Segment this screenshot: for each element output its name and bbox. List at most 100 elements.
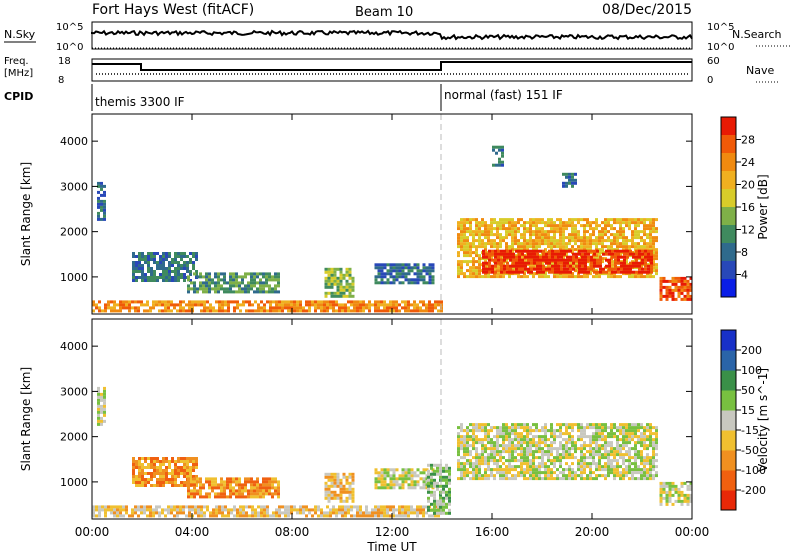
heatmap-cell-velocity (165, 469, 168, 472)
heatmap-cell-velocity (356, 505, 359, 509)
heatmap-cell-power (205, 287, 208, 291)
heatmap-cell-power (655, 263, 658, 267)
heatmap-cell-velocity (274, 480, 277, 484)
heatmap-cell-velocity (571, 462, 574, 466)
heatmap-cell-velocity (445, 463, 448, 467)
heatmap-cell-power (223, 272, 226, 276)
heatmap-cell-velocity (535, 423, 538, 427)
heatmap-cell-velocity (448, 490, 451, 494)
heatmap-cell-power (620, 267, 623, 271)
heatmap-cell-power (132, 267, 135, 270)
nsky-frame (91, 21, 693, 50)
heatmap-cell-power (250, 284, 253, 288)
heatmap-cell-velocity (144, 472, 147, 475)
heatmap-cell-power (674, 297, 678, 301)
heatmap-cell-velocity (344, 514, 347, 518)
heatmap-cell-velocity (156, 478, 159, 481)
heatmap-cell-power (626, 264, 629, 268)
heatmap-cell-power (686, 288, 690, 292)
heatmap-cell-power (293, 306, 296, 310)
heatmap-cell-velocity (649, 471, 652, 475)
colorbar-tick-label: 15 (741, 404, 755, 417)
heatmap-cell-power (568, 239, 571, 243)
heatmap-cell-velocity (457, 435, 460, 439)
heatmap-cell-power (238, 281, 241, 285)
heatmap-cell-power (159, 264, 162, 267)
heatmap-cell-power (131, 306, 134, 310)
heatmap-cell-power (353, 309, 356, 313)
heatmap-cell-power (293, 309, 296, 313)
heatmap-cell-power (565, 172, 568, 176)
heatmap-cell-velocity (463, 468, 466, 472)
heatmap-cell-power (652, 254, 655, 258)
heatmap-cell-power (256, 281, 259, 285)
heatmap-cell-power (339, 267, 343, 271)
heatmap-cell-velocity (253, 486, 256, 490)
heatmap-cell-power (565, 224, 568, 228)
heatmap-cell-velocity (311, 508, 314, 512)
heatmap-cell-velocity (263, 511, 266, 515)
heatmap-cell-velocity (689, 481, 693, 485)
heatmap-cell-power (613, 236, 616, 240)
heatmap-cell-velocity (98, 508, 101, 512)
heatmap-cell-velocity (383, 486, 387, 490)
heatmap-cell-velocity (547, 465, 550, 469)
heatmap-cell-power (227, 309, 230, 313)
heatmap-cell-velocity (256, 480, 259, 484)
heatmap-cell-velocity (625, 465, 628, 469)
heatmap-cell-velocity (95, 508, 98, 512)
heatmap-cell-power (351, 288, 355, 292)
heatmap-cell-power (345, 282, 349, 286)
heatmap-cell-velocity (526, 462, 529, 466)
heatmap-cell-power (514, 239, 517, 243)
heatmap-cell-power (122, 300, 125, 304)
heatmap-cell-velocity (383, 480, 387, 484)
heatmap-cell-velocity (155, 508, 158, 512)
heatmap-cell-power (466, 239, 469, 243)
heatmap-cell-velocity (327, 475, 331, 479)
heatmap-cell-power (380, 275, 384, 279)
heatmap-cell-power (100, 184, 103, 188)
heatmap-cell-power (214, 284, 217, 288)
heatmap-cell-velocity (469, 435, 472, 439)
heatmap-cell-velocity (523, 462, 526, 466)
heatmap-cell-power (274, 287, 277, 291)
heatmap-cell-power (132, 273, 135, 276)
heatmap-cell-power (330, 267, 334, 271)
heatmap-cell-velocity (616, 450, 619, 454)
heatmap-cell-power (431, 281, 435, 285)
heatmap-cell-power (431, 306, 434, 310)
heatmap-cell-velocity (610, 468, 613, 472)
heatmap-cell-velocity (466, 432, 469, 436)
heatmap-cell-velocity (622, 423, 625, 427)
heatmap-cell-velocity (153, 484, 156, 487)
heatmap-cell-power (544, 224, 547, 228)
heatmap-cell-power (560, 255, 563, 259)
heatmap-cell-velocity (502, 441, 505, 445)
heatmap-cell-power (103, 199, 106, 203)
heatmap-cell-power (377, 281, 381, 285)
heatmap-cell-power (147, 267, 150, 270)
heatmap-cell-velocity (547, 429, 550, 433)
heatmap-cell-power (335, 303, 338, 307)
heatmap-cell-power (92, 300, 95, 304)
heatmap-cell-power (506, 264, 509, 268)
heatmap-cell-power (208, 284, 211, 288)
heatmap-cell-velocity (671, 502, 675, 506)
heatmap-cell-power (128, 303, 131, 307)
heatmap-cell-velocity (547, 474, 550, 478)
heatmap-cell-velocity (478, 465, 481, 469)
heatmap-cell-power (342, 294, 346, 298)
heatmap-cell-power (575, 264, 578, 268)
heatmap-cell-velocity (448, 496, 451, 500)
heatmap-cell-power (223, 275, 226, 279)
heatmap-cell-power (524, 261, 527, 265)
heatmap-cell-power (141, 267, 144, 270)
heatmap-cell-velocity (398, 477, 402, 481)
heatmap-cell-velocity (484, 477, 487, 481)
heatmap-cell-velocity (607, 453, 610, 457)
heatmap-cell-power (484, 227, 487, 231)
cpid-label: CPID (4, 90, 33, 103)
heatmap-cell-velocity (487, 465, 490, 469)
